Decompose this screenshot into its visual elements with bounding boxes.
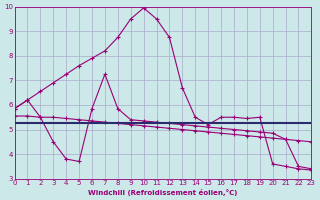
X-axis label: Windchill (Refroidissement éolien,°C): Windchill (Refroidissement éolien,°C) <box>88 189 238 196</box>
